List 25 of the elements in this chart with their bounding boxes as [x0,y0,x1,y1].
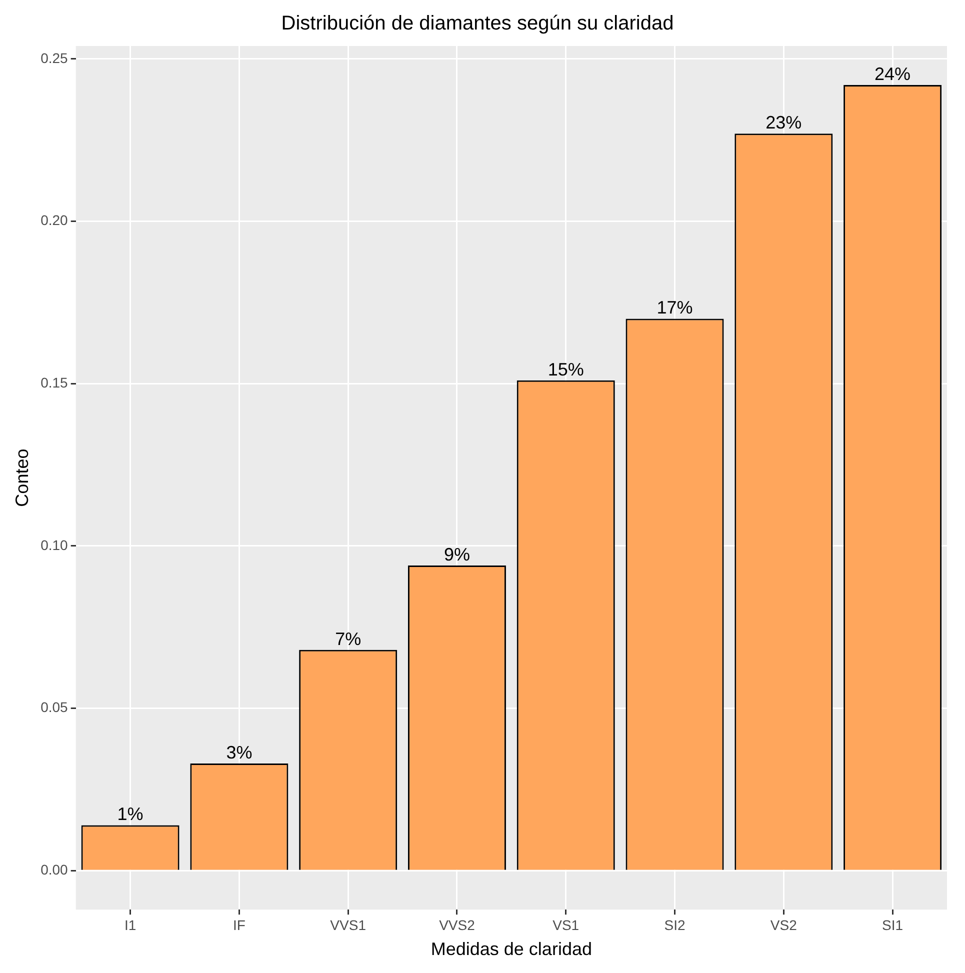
y-axis-title: Conteo [12,448,32,507]
data-label: 17% [656,298,693,318]
x-axis-title: Medidas de claridad [430,939,592,960]
x-tick-label: SI1 [882,916,904,933]
x-tick-label: SI2 [664,916,686,933]
x-tick-label: VS1 [552,916,580,933]
data-label: 1% [117,804,144,824]
x-tick-label: VVS2 [439,916,476,933]
x-tick-label: VVS1 [330,916,366,933]
chart-title: Distribución de diamantes según su claridad [281,12,674,35]
data-label: 24% [874,64,911,84]
x-tick-label: I1 [124,916,136,933]
data-label: 9% [444,544,470,564]
data-label: 3% [226,742,252,762]
y-tick-label: 0.05 [40,699,68,716]
y-tick-label: 0.10 [40,536,68,553]
x-tick-label: VS2 [770,916,798,933]
y-tick-label: 0.20 [40,212,68,228]
data-label: 23% [766,112,802,133]
x-tick-label: IF [232,916,246,933]
y-tick-label: 0.00 [40,862,68,878]
data-label: 7% [335,628,362,649]
data-label: 15% [548,359,584,380]
y-tick-label: 0.15 [40,374,68,391]
y-tick-label: 0.25 [40,50,68,66]
